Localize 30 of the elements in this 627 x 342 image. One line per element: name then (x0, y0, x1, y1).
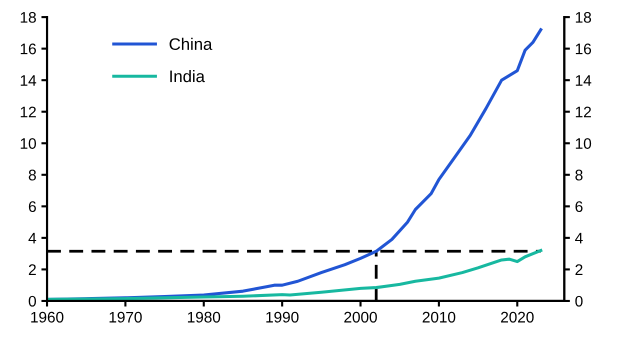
y2-tick-label: 6 (575, 201, 583, 212)
y-tick-label: 18 (20, 12, 36, 23)
y2-tick-label: 2 (575, 264, 582, 275)
y-tick-label: 10 (20, 138, 36, 149)
y-tick-label: 14 (20, 75, 36, 86)
line-series (47, 248, 542, 301)
y2-tick-label: 0 (575, 296, 583, 307)
y-tick-label: 12 (20, 106, 36, 118)
y-tick-label: 2 (28, 264, 36, 275)
x-tick-label: 1970 (110, 312, 142, 323)
y-tick-label: 4 (28, 232, 36, 244)
x-tick-label: 1990 (266, 312, 299, 323)
x-tick-label: 2020 (501, 312, 534, 323)
y-tick-label: 16 (20, 44, 36, 54)
y-tick-label: 8 (28, 170, 36, 180)
y-tick-label: 0 (28, 296, 36, 307)
x-tick-label: 1980 (188, 312, 220, 323)
legend-label: India (170, 70, 205, 82)
x-tick-label: 1960 (31, 312, 64, 323)
y2-tick-label: 4 (575, 232, 583, 244)
y2-tick-label: 16 (576, 44, 592, 54)
legend-label: China (170, 38, 212, 50)
y2-tick-label: 14 (576, 75, 592, 86)
y2-tick-label: 8 (575, 170, 583, 180)
x-tick-label: 2010 (422, 312, 456, 323)
y2-tick-label: 18 (576, 12, 592, 23)
y-tick-label: 6 (28, 201, 36, 212)
x-tick-label: 2000 (344, 312, 377, 323)
y2-tick-label: 10 (576, 138, 592, 149)
y2-tick-label: 12 (576, 106, 591, 118)
